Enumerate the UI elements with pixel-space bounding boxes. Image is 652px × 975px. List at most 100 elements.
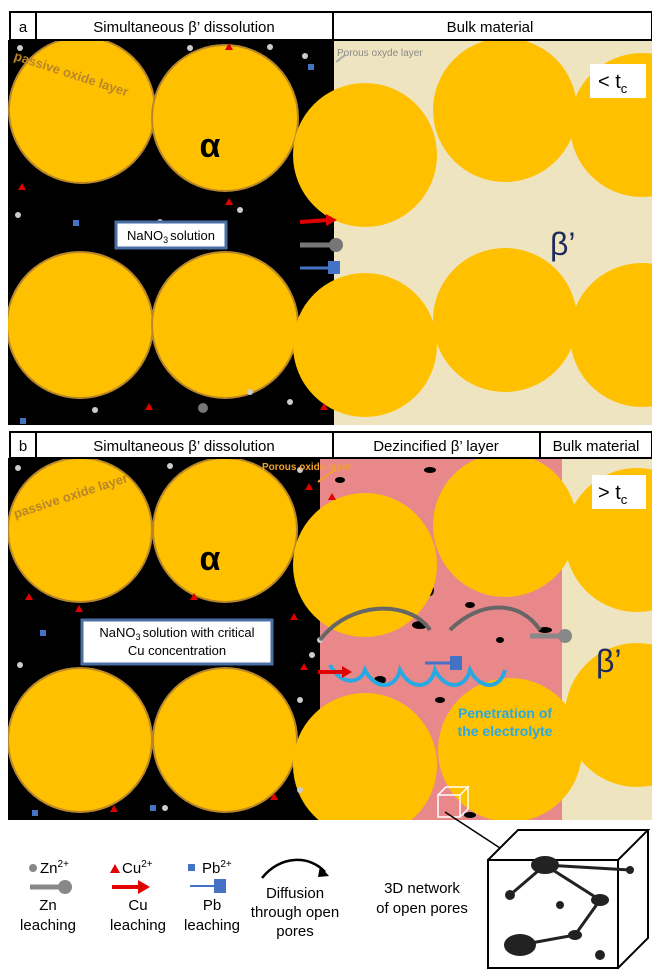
- shape: [58, 880, 72, 894]
- time-label: > tc: [598, 482, 628, 507]
- beta-label: β’: [550, 226, 576, 262]
- pb-ions: [20, 64, 314, 424]
- shape: [138, 880, 150, 894]
- alpha-label: α: [200, 540, 221, 578]
- beta-label: β’: [596, 643, 622, 679]
- shape: [145, 403, 153, 410]
- shape: [152, 667, 298, 813]
- text-part: solution: [170, 228, 215, 243]
- shape: [595, 950, 605, 960]
- legend-label: Diffusion: [266, 885, 324, 902]
- shape: [162, 805, 168, 811]
- legend-label: 3D network: [384, 880, 460, 897]
- shape: [110, 864, 120, 873]
- shape: [328, 663, 507, 687]
- network-pores: [504, 856, 634, 960]
- solution-box: [80, 618, 274, 666]
- text-part: NaNO: [127, 228, 163, 243]
- zn-ions: [15, 44, 308, 413]
- text-part: NaNO: [99, 625, 135, 640]
- time-box: [592, 475, 646, 509]
- shape: [509, 863, 631, 947]
- shape: [188, 864, 195, 871]
- header: Simultaneous β’ dissolution: [93, 438, 275, 455]
- shape: [328, 261, 340, 274]
- shape: [308, 64, 314, 70]
- shape: [151, 44, 299, 192]
- text-part: Zn: [40, 860, 58, 877]
- shape: [20, 418, 26, 424]
- shape: [433, 458, 577, 597]
- shape: [556, 901, 564, 909]
- shape: [300, 663, 308, 670]
- text-part: 3: [163, 235, 168, 245]
- shape: [309, 652, 315, 658]
- shape: [187, 45, 193, 51]
- panel-a: a Simultaneous β’ dissolution Bulk mater…: [8, 11, 652, 425]
- zn-ions: [15, 463, 323, 811]
- panel-label: a: [19, 19, 28, 36]
- shape: [92, 407, 98, 413]
- shape: [29, 864, 37, 872]
- text-part: > t: [598, 482, 621, 504]
- shape: [198, 403, 208, 413]
- header-box: [35, 431, 334, 459]
- shape: [8, 458, 153, 603]
- shape: [293, 693, 437, 820]
- shape: [261, 858, 326, 879]
- shape: [538, 627, 552, 633]
- shape: [328, 493, 336, 500]
- diffusion-paths: [318, 605, 560, 687]
- shape: [151, 251, 299, 399]
- shape: [190, 593, 198, 600]
- panel-label-box: [9, 11, 37, 41]
- shape: [450, 656, 462, 670]
- shape: [438, 678, 582, 820]
- time-label: < tc: [598, 71, 628, 96]
- shape: [287, 399, 293, 405]
- shape: [247, 389, 253, 395]
- text-part: solution with critical: [143, 625, 255, 640]
- grains: [8, 458, 652, 820]
- shape: [329, 238, 343, 252]
- shape: [464, 812, 476, 818]
- text-part: 2+: [220, 859, 232, 870]
- solution-label: NaNO3 solution: [127, 228, 215, 245]
- shape: [293, 493, 437, 637]
- shape: [320, 403, 328, 410]
- text-part: 3: [136, 632, 141, 642]
- cube: [487, 829, 651, 969]
- shape: [297, 787, 303, 793]
- shape: [565, 643, 652, 787]
- porous-layer-label: Porous oxyde layer: [337, 48, 423, 59]
- time-box: [590, 64, 646, 98]
- shape: [25, 593, 33, 600]
- shape: [335, 54, 346, 63]
- leaching-arrows: [299, 214, 343, 274]
- shape: [465, 602, 475, 608]
- shape: [424, 467, 436, 473]
- shape: [293, 83, 437, 227]
- header-box: [539, 431, 652, 459]
- shape: [270, 793, 278, 800]
- shape: [326, 214, 337, 226]
- shape: [8, 667, 153, 813]
- shape: [318, 866, 329, 877]
- shape: [110, 805, 118, 812]
- shape: [305, 483, 313, 490]
- header-box: [35, 11, 334, 41]
- shape: [448, 605, 542, 632]
- grains: [8, 40, 652, 417]
- shape: [433, 40, 577, 182]
- solution-label: NaNO3 solution with critical: [99, 625, 254, 642]
- legend-label: Zn: [39, 897, 57, 914]
- cube-marker: [437, 785, 470, 818]
- shape: [570, 263, 652, 407]
- shape: [214, 879, 226, 893]
- shape: [297, 697, 303, 703]
- header-box: [332, 11, 652, 41]
- shape: [237, 207, 243, 213]
- shape: [225, 198, 233, 205]
- shape: [318, 606, 432, 642]
